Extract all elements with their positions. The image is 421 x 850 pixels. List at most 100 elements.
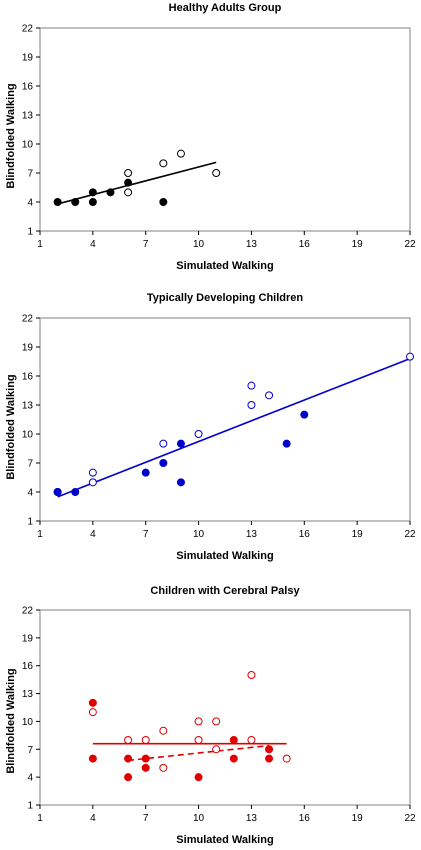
point-open bbox=[247, 736, 256, 744]
plot-area bbox=[39, 27, 411, 232]
x-tick-label: 7 bbox=[143, 813, 149, 824]
y-tick-label: 4 bbox=[27, 773, 33, 784]
x-tick-label: 22 bbox=[404, 813, 416, 824]
point-open bbox=[406, 352, 414, 361]
y-tick-label: 10 bbox=[22, 430, 34, 441]
y-tick-label: 10 bbox=[22, 717, 34, 728]
x-tick-label: 1 bbox=[37, 239, 43, 250]
point-filled bbox=[88, 188, 97, 197]
y-tick-label: 13 bbox=[22, 401, 34, 412]
point-open bbox=[124, 188, 133, 197]
point-open bbox=[124, 169, 133, 177]
y-tick-label: 22 bbox=[22, 314, 34, 325]
point-open bbox=[282, 754, 291, 763]
point-filled bbox=[159, 198, 168, 206]
y-tick-label: 13 bbox=[22, 111, 34, 122]
y-tick-label: 7 bbox=[27, 745, 33, 756]
point-filled bbox=[124, 773, 133, 782]
y-axis-label: Blindfolded Walking bbox=[5, 83, 17, 188]
point-filled bbox=[88, 754, 97, 763]
point-filled bbox=[159, 459, 168, 467]
trendline-dashed bbox=[128, 744, 270, 762]
point-filled bbox=[229, 754, 238, 763]
chart-typically-developing-children: Typically Developing Children Simulated … bbox=[5, 292, 416, 562]
chart-cerebral-palsy: Children with Cerebral Palsy Simulated W… bbox=[5, 585, 416, 846]
point-open bbox=[141, 736, 150, 744]
x-tick-label: 10 bbox=[193, 239, 205, 250]
point-open bbox=[212, 717, 221, 726]
x-tick-label: 10 bbox=[193, 529, 205, 540]
x-tick-label: 4 bbox=[90, 813, 96, 824]
point-filled bbox=[176, 478, 185, 487]
y-tick-label: 1 bbox=[27, 517, 33, 528]
point-filled bbox=[124, 178, 133, 187]
point-open bbox=[194, 430, 203, 438]
x-tick-label: 13 bbox=[246, 239, 258, 250]
x-tick-label: 4 bbox=[90, 529, 96, 540]
x-tick-label: 19 bbox=[352, 239, 364, 250]
x-tick-label: 13 bbox=[246, 529, 258, 540]
y-tick-label: 16 bbox=[22, 372, 34, 383]
point-open bbox=[159, 763, 168, 772]
plot-area bbox=[39, 609, 411, 806]
point-filled bbox=[106, 188, 115, 197]
x-tick-label: 1 bbox=[37, 813, 43, 824]
chart-title: Children with Cerebral Palsy bbox=[150, 585, 300, 597]
point-open bbox=[194, 736, 203, 744]
x-axis-label: Simulated Walking bbox=[176, 550, 273, 562]
point-filled bbox=[71, 198, 80, 206]
y-tick-label: 7 bbox=[27, 169, 33, 180]
point-open bbox=[159, 439, 168, 448]
y-tick-label: 22 bbox=[22, 24, 34, 35]
y-tick-label: 16 bbox=[22, 82, 34, 93]
point-filled bbox=[88, 198, 97, 206]
point-filled bbox=[229, 736, 238, 744]
point-filled bbox=[141, 763, 150, 772]
point-open bbox=[247, 671, 256, 679]
point-filled bbox=[141, 468, 150, 477]
chart-title: Typically Developing Children bbox=[147, 292, 304, 304]
x-tick-label: 19 bbox=[352, 529, 364, 540]
point-open bbox=[212, 745, 221, 754]
point-open bbox=[124, 736, 133, 744]
y-tick-label: 4 bbox=[27, 198, 33, 209]
y-tick-label: 19 bbox=[22, 53, 34, 64]
point-filled bbox=[194, 773, 203, 782]
y-tick-label: 19 bbox=[22, 633, 34, 644]
point-filled bbox=[176, 439, 185, 448]
point-filled bbox=[53, 198, 62, 206]
point-filled bbox=[88, 698, 97, 707]
point-open bbox=[176, 149, 185, 158]
point-open bbox=[88, 708, 97, 717]
point-filled bbox=[53, 488, 62, 496]
x-tick-label: 10 bbox=[193, 813, 205, 824]
x-tick-label: 7 bbox=[143, 529, 149, 540]
point-open bbox=[212, 169, 221, 177]
x-tick-label: 22 bbox=[404, 239, 416, 250]
chart-healthy-adults: Healthy Adults Group Simulated Walking B… bbox=[5, 2, 416, 272]
x-tick-label: 16 bbox=[299, 529, 311, 540]
y-tick-label: 10 bbox=[22, 140, 34, 151]
chart-title: Healthy Adults Group bbox=[169, 2, 282, 14]
x-tick-label: 4 bbox=[90, 239, 96, 250]
y-tick-label: 7 bbox=[27, 459, 33, 470]
trendline bbox=[57, 357, 411, 498]
y-tick-label: 1 bbox=[27, 227, 33, 238]
plot-area bbox=[39, 317, 411, 522]
point-filled bbox=[300, 410, 309, 419]
x-tick-label: 16 bbox=[299, 239, 311, 250]
point-open bbox=[88, 478, 97, 487]
x-axis-label: Simulated Walking bbox=[176, 260, 273, 272]
x-tick-label: 19 bbox=[352, 813, 364, 824]
y-axis-label: Blindfolded Walking bbox=[5, 374, 17, 479]
y-tick-label: 19 bbox=[22, 343, 34, 354]
point-open bbox=[247, 381, 256, 390]
point-open bbox=[194, 717, 203, 726]
point-open bbox=[88, 468, 97, 477]
y-tick-label: 22 bbox=[22, 606, 34, 617]
point-open bbox=[247, 401, 256, 409]
point-filled bbox=[265, 754, 274, 763]
x-tick-label: 1 bbox=[37, 529, 43, 540]
trendline bbox=[57, 161, 217, 205]
